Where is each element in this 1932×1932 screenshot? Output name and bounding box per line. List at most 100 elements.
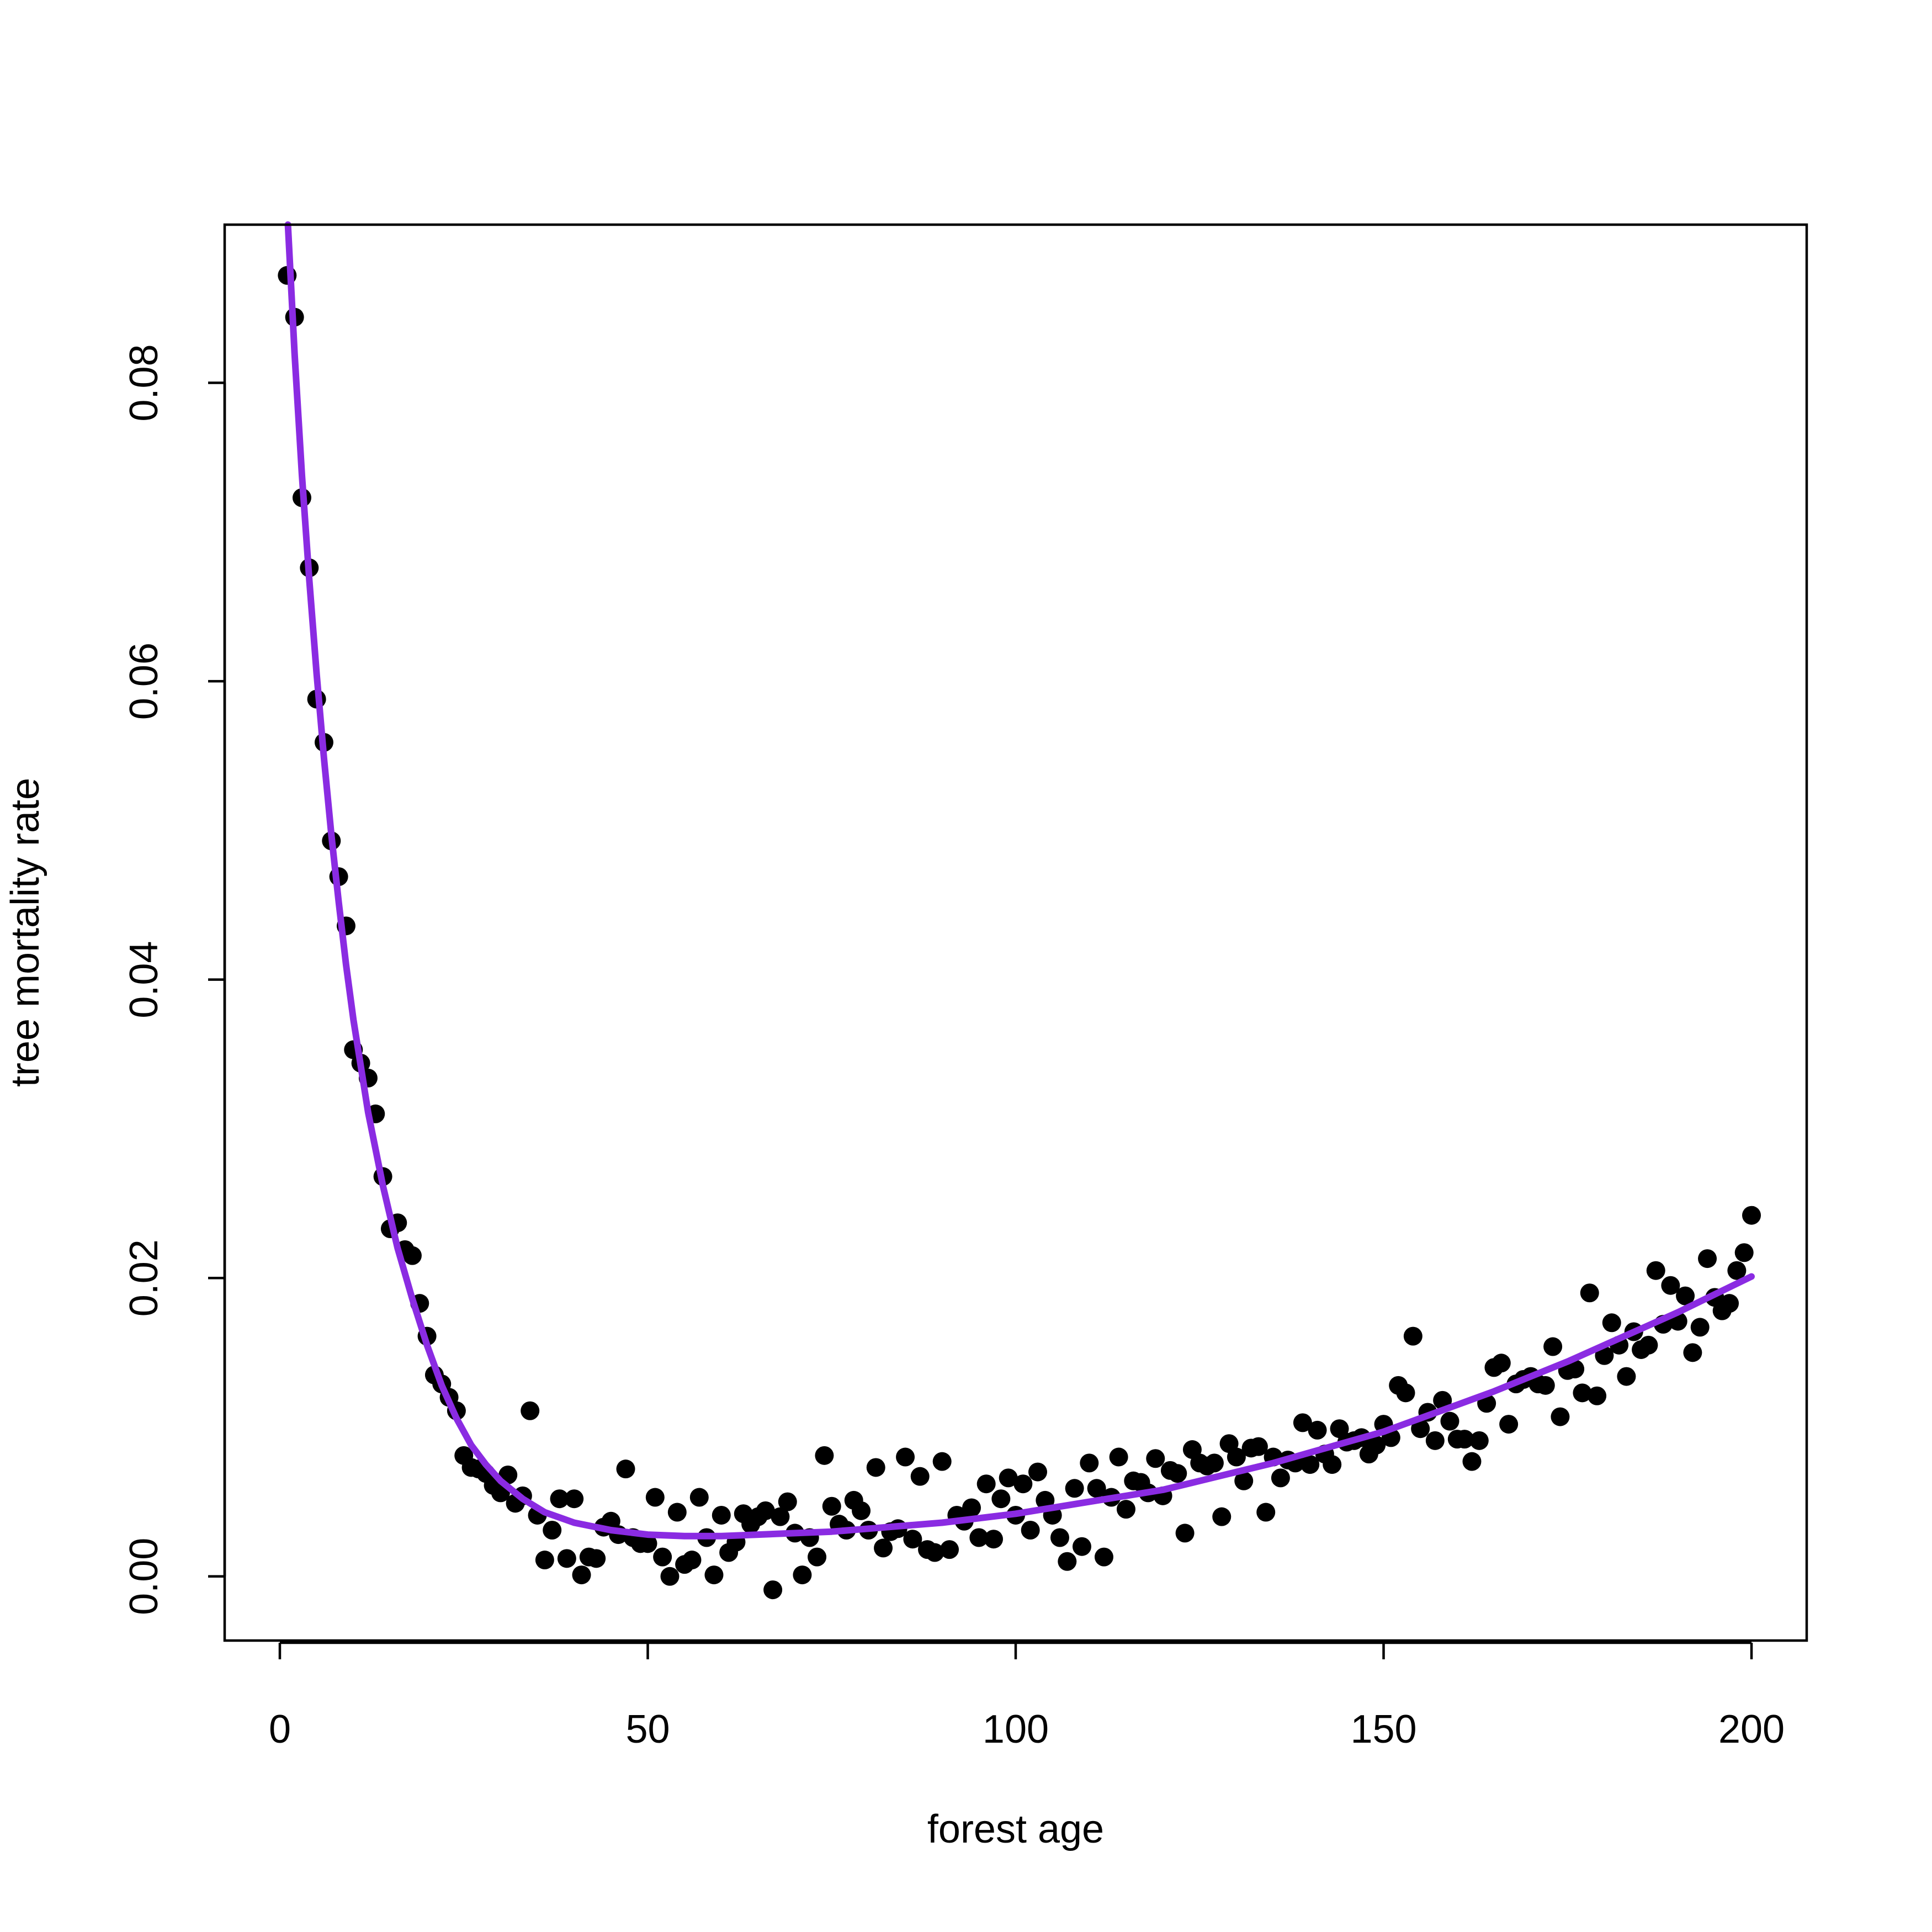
data-point — [1734, 1243, 1754, 1262]
data-point — [1403, 1326, 1423, 1346]
data-point — [1661, 1276, 1680, 1295]
data-point — [1396, 1383, 1415, 1403]
data-point — [1602, 1313, 1621, 1333]
data-point — [712, 1505, 731, 1525]
data-point — [778, 1492, 797, 1511]
data-point — [910, 1467, 930, 1486]
data-point — [1065, 1479, 1084, 1498]
data-point — [1234, 1471, 1254, 1490]
fitted-curve — [284, 221, 1755, 1540]
data-point — [763, 1580, 783, 1600]
y-tick-label: 0.00 — [122, 1538, 166, 1615]
data-point — [874, 1538, 893, 1558]
data-point — [557, 1549, 576, 1568]
data-point — [1028, 1462, 1047, 1482]
data-point — [1690, 1318, 1710, 1337]
data-point — [1411, 1419, 1430, 1439]
data-point — [535, 1551, 554, 1570]
data-point — [1536, 1376, 1555, 1395]
data-point — [616, 1459, 635, 1479]
data-point — [1293, 1413, 1312, 1432]
data-point — [1058, 1552, 1077, 1571]
data-point — [1227, 1447, 1246, 1467]
x-tick-label: 150 — [1350, 1707, 1416, 1751]
data-point — [587, 1549, 606, 1568]
data-point — [999, 1468, 1018, 1488]
data-point — [1455, 1430, 1474, 1449]
data-point — [653, 1547, 672, 1567]
data-point — [969, 1528, 989, 1547]
x-tick-label: 0 — [269, 1707, 291, 1751]
data-point — [793, 1565, 812, 1585]
data-point — [1094, 1547, 1113, 1567]
data-point — [866, 1458, 885, 1477]
data-point — [1462, 1452, 1482, 1471]
data-point — [1543, 1337, 1563, 1356]
y-tick-label: 0.04 — [122, 941, 166, 1018]
y-tick-label: 0.06 — [122, 643, 166, 720]
data-point — [521, 1401, 540, 1420]
data-point — [1565, 1360, 1585, 1379]
data-point — [822, 1496, 841, 1516]
data-point — [808, 1547, 827, 1567]
data-point — [940, 1540, 959, 1559]
data-point — [1087, 1479, 1106, 1498]
data-point — [1168, 1464, 1187, 1483]
data-point — [565, 1489, 584, 1509]
data-point — [1050, 1528, 1069, 1547]
data-point — [815, 1446, 834, 1465]
data-point — [1742, 1206, 1761, 1225]
data-point — [1676, 1286, 1695, 1305]
x-axis-label: forest age — [927, 1807, 1104, 1851]
x-tick-label: 100 — [983, 1707, 1049, 1751]
x-tick-label: 200 — [1718, 1707, 1785, 1751]
data-point — [976, 1474, 996, 1494]
y-tick-label: 0.02 — [122, 1239, 166, 1317]
data-point — [704, 1565, 724, 1585]
data-point — [1469, 1431, 1489, 1450]
data-point — [689, 1488, 709, 1507]
x-tick-label: 50 — [625, 1707, 670, 1751]
fitted-curve-layer — [284, 221, 1755, 1540]
data-point — [572, 1565, 591, 1585]
data-point — [962, 1498, 981, 1517]
data-point — [1551, 1407, 1570, 1426]
data-point — [1271, 1468, 1290, 1488]
data-point — [638, 1534, 657, 1553]
data-point — [1492, 1354, 1511, 1373]
data-point — [1308, 1420, 1327, 1440]
data-point — [682, 1551, 702, 1570]
data-point — [1249, 1437, 1268, 1456]
data-point — [1595, 1346, 1614, 1365]
data-point — [1425, 1431, 1445, 1450]
data-point — [1109, 1447, 1128, 1467]
y-tick-label: 0.08 — [122, 344, 166, 421]
data-point — [1301, 1455, 1320, 1474]
data-point — [1639, 1335, 1658, 1355]
y-axis: 0.00 0.02 0.04 0.06 0.08 — [122, 344, 226, 1615]
data-point — [1440, 1411, 1459, 1431]
data-point — [1580, 1283, 1599, 1303]
data-point — [1588, 1386, 1607, 1405]
data-point — [1204, 1453, 1224, 1473]
data-point — [1080, 1453, 1099, 1473]
data-point — [1072, 1537, 1091, 1556]
data-point — [896, 1447, 915, 1467]
data-point — [1021, 1520, 1040, 1540]
data-point — [852, 1501, 871, 1520]
data-point — [1323, 1455, 1342, 1474]
data-point — [925, 1543, 944, 1562]
data-point — [402, 1246, 422, 1265]
data-point — [1646, 1261, 1665, 1280]
data-point — [1573, 1383, 1592, 1403]
data-point — [932, 1452, 952, 1471]
data-point — [1683, 1343, 1702, 1362]
data-point — [645, 1488, 665, 1507]
data-point — [771, 1507, 790, 1526]
data-point — [1212, 1507, 1232, 1526]
y-axis-label: tree mortality rate — [3, 778, 47, 1087]
x-axis: 0 50 100 150 200 — [269, 1641, 1785, 1751]
data-point — [1617, 1367, 1636, 1386]
data-point — [550, 1489, 569, 1509]
